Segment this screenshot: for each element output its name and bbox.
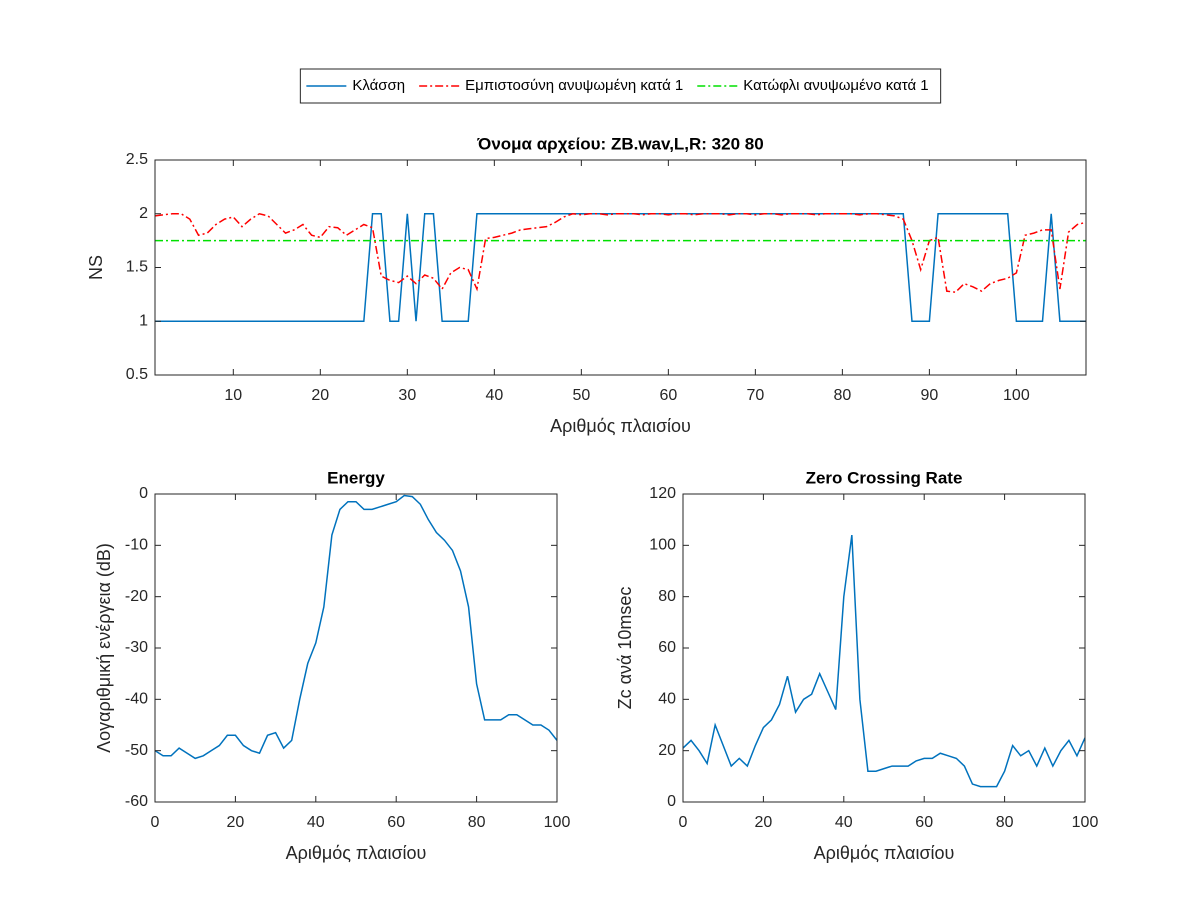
y-tick-label: 2.5 [126, 151, 148, 168]
y-tick-label: 0.5 [126, 366, 148, 383]
x-tick-label: 60 [915, 814, 933, 831]
y-tick-label: -20 [125, 588, 148, 605]
x-tick-label: 20 [755, 814, 773, 831]
y-tick-label: 120 [649, 485, 676, 502]
legend-label: Εμπιστοσύνη ανυψωμένη κατά 1 [465, 77, 683, 94]
y-tick-label: 80 [658, 588, 676, 605]
chart-title: Energy [327, 468, 385, 487]
x-tick-label: 50 [572, 387, 590, 404]
legend-label: Κλάσση [352, 77, 405, 94]
x-tick-label: 80 [833, 387, 851, 404]
chart-title: Zero Crossing Rate [806, 468, 963, 487]
series-line [155, 494, 557, 760]
y-tick-label: 0 [139, 485, 148, 502]
y-tick-label: 100 [649, 537, 676, 554]
x-tick-label: 40 [307, 814, 325, 831]
y-tick-label: 0 [667, 793, 676, 810]
series-line [683, 534, 1085, 788]
x-axis-label: Αριθμός πλαισίου [286, 843, 427, 863]
y-tick-label: 20 [658, 742, 676, 759]
y-tick-label: -60 [125, 793, 148, 810]
x-tick-label: 40 [485, 387, 503, 404]
x-tick-label: 100 [1003, 387, 1030, 404]
y-tick-label: -10 [125, 537, 148, 554]
x-tick-label: 60 [659, 387, 677, 404]
x-tick-label: 100 [1072, 814, 1099, 831]
x-axis-label: Αριθμός πλαισίου [550, 416, 691, 436]
y-axis-label: Λογαριθμική ενέργεια (dB) [94, 543, 114, 753]
y-tick-label: -40 [125, 691, 148, 708]
y-tick-label: 1 [139, 312, 148, 329]
x-tick-label: 20 [227, 814, 245, 831]
y-tick-label: 60 [658, 639, 676, 656]
plot-area [155, 494, 557, 802]
y-tick-label: -30 [125, 639, 148, 656]
x-tick-label: 60 [387, 814, 405, 831]
x-tick-label: 80 [996, 814, 1014, 831]
y-tick-label: 2 [139, 205, 148, 222]
x-axis-label: Αριθμός πλαισίου [814, 843, 955, 863]
x-tick-label: 80 [468, 814, 486, 831]
chart-title: Όνομα αρχείου: ZB.wav,L,R: 320 80 [476, 134, 763, 153]
y-tick-label: -50 [125, 742, 148, 759]
x-tick-label: 70 [746, 387, 764, 404]
x-tick-label: 30 [398, 387, 416, 404]
y-axis-label: Zc ανά 10msec [615, 587, 635, 710]
legend-box [299, 68, 942, 104]
x-tick-label: 0 [679, 814, 688, 831]
x-tick-label: 0 [151, 814, 160, 831]
x-tick-label: 90 [920, 387, 938, 404]
legend-label: Κατώφλι ανυψωμένο κατά 1 [743, 77, 928, 94]
x-tick-label: 100 [544, 814, 571, 831]
plot-area [155, 160, 1086, 375]
plot-area [683, 494, 1085, 802]
legend: Κλάσση Εμπιστοσύνη ανυψωμένη κατά 1 Κατώφλ… [299, 68, 942, 104]
x-tick-label: 20 [311, 387, 329, 404]
y-axis-label: NS [86, 255, 106, 280]
x-tick-label: 40 [835, 814, 853, 831]
y-tick-label: 40 [658, 691, 676, 708]
x-tick-label: 10 [224, 387, 242, 404]
y-tick-label: 1.5 [126, 259, 148, 276]
